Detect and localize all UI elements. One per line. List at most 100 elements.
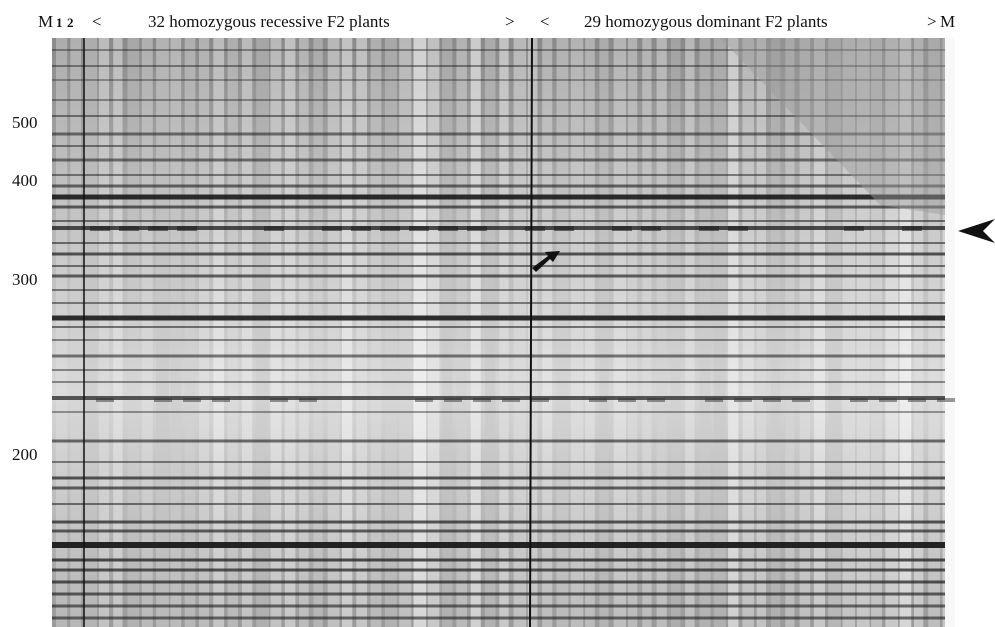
lane <box>757 38 766 627</box>
band-segment <box>531 398 549 402</box>
lane <box>499 38 508 627</box>
band-segment <box>734 398 752 402</box>
lane <box>228 38 238 627</box>
lane <box>156 38 169 627</box>
band-segment <box>502 398 520 402</box>
band-segment <box>322 226 342 231</box>
band-segment <box>612 226 632 231</box>
lane <box>714 38 726 627</box>
band <box>52 440 945 443</box>
band <box>52 302 945 304</box>
band <box>52 381 945 383</box>
band-segment <box>908 398 926 402</box>
lane <box>514 38 526 627</box>
lane <box>599 38 608 627</box>
lane <box>571 38 583 627</box>
band <box>52 253 945 256</box>
lane-label: 2 <box>67 15 74 30</box>
lane <box>671 38 681 627</box>
group-bracket: > <box>927 12 937 31</box>
band <box>52 174 945 176</box>
lane <box>557 38 569 627</box>
lane <box>471 38 481 627</box>
lane <box>642 38 651 627</box>
band-segment <box>467 226 487 231</box>
gel-figure: M 1 2 < 32 homozygous recessive F2 plant… <box>0 0 995 627</box>
band <box>52 326 945 328</box>
lane <box>256 38 269 627</box>
size-label: 200 <box>12 445 38 464</box>
band <box>52 265 945 267</box>
band <box>52 339 945 341</box>
band <box>52 242 945 244</box>
group-bracket: > <box>505 12 515 31</box>
band <box>52 569 945 572</box>
lane <box>371 38 382 627</box>
lane <box>614 38 626 627</box>
band-segment <box>264 226 284 231</box>
lane <box>313 38 322 627</box>
lane <box>299 38 309 627</box>
band-segment <box>96 398 114 402</box>
lane <box>128 38 140 627</box>
lane <box>213 38 224 627</box>
lane <box>542 38 552 627</box>
lane <box>142 38 153 627</box>
lane <box>742 38 754 627</box>
band <box>52 411 945 413</box>
band-segment <box>641 226 661 231</box>
lane <box>85 38 98 627</box>
size-label: 500 <box>12 113 38 132</box>
band-segment <box>351 226 371 231</box>
band <box>52 617 945 620</box>
band <box>52 355 945 358</box>
band <box>52 195 945 200</box>
lane-label: 1 <box>56 15 63 30</box>
lane <box>399 38 411 627</box>
lane <box>428 38 440 627</box>
lane <box>628 38 637 627</box>
lane <box>657 38 667 627</box>
lane <box>285 38 296 627</box>
band-segment <box>270 398 288 402</box>
band <box>52 530 945 533</box>
band-segment <box>792 398 810 402</box>
band-segment <box>438 226 458 231</box>
lane <box>356 38 367 627</box>
band-segment <box>444 398 462 402</box>
band-segment <box>937 398 955 402</box>
band-segment <box>154 398 172 402</box>
lane <box>385 38 397 627</box>
band <box>52 206 945 209</box>
lane <box>99 38 109 627</box>
band-segment <box>705 398 723 402</box>
size-label: 400 <box>12 171 38 190</box>
band-segment <box>618 398 636 402</box>
band <box>52 289 945 291</box>
lane <box>442 38 452 627</box>
band-segment <box>879 398 897 402</box>
band <box>52 593 945 596</box>
lane <box>185 38 196 627</box>
band-segment <box>212 398 230 402</box>
band <box>52 316 945 321</box>
lane <box>342 38 352 627</box>
band-segment <box>409 226 429 231</box>
band-segment <box>177 226 197 231</box>
lane <box>485 38 495 627</box>
band-segment <box>763 398 781 402</box>
band-segment <box>554 226 574 231</box>
band-segment <box>850 398 868 402</box>
band <box>52 605 945 608</box>
band <box>52 521 945 524</box>
lane <box>728 38 738 627</box>
band <box>52 185 945 188</box>
band-segment <box>525 226 545 231</box>
group-label: 32 homozygous recessive F2 plants <box>148 12 390 31</box>
band-segment <box>473 398 491 402</box>
lane <box>56 38 67 627</box>
lane <box>328 38 340 627</box>
band-segment <box>380 226 400 231</box>
marker-label: M <box>940 12 955 31</box>
marker-label: M <box>38 12 53 31</box>
